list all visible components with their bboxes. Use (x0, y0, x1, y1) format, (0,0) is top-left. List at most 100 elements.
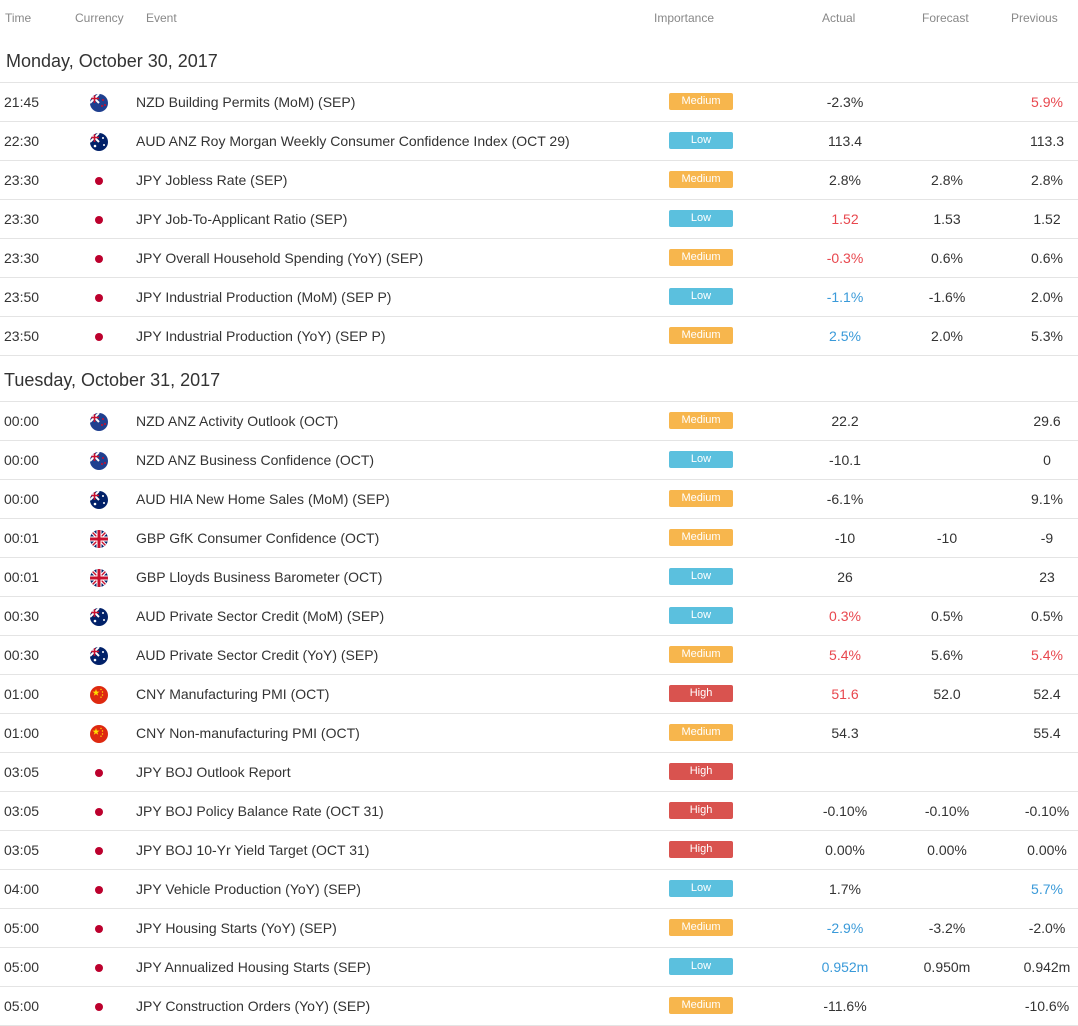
event-row[interactable]: 00:00 NZD ANZ Activity Outlook (OCT) Mediu… (0, 401, 1078, 441)
event-row[interactable]: 23:50 JPY Industrial Production (MoM) (SE… (0, 278, 1078, 317)
jpy-flag-icon (90, 172, 108, 190)
event-row[interactable]: 03:05 JPY BOJ 10-Yr Yield Target (OCT 31)… (0, 831, 1078, 870)
event-time: 23:30 (4, 211, 40, 227)
jpy-flag-icon (90, 842, 108, 860)
event-row[interactable]: 22:30 AUD ANZ Roy Morgan Weekly Consumer … (0, 122, 1078, 161)
event-row[interactable]: 04:00 JPY Vehicle Production (YoY) (SEP) L… (0, 870, 1078, 909)
jpy-flag-icon (90, 881, 108, 899)
cny-flag-icon (90, 686, 108, 704)
event-time: 03:05 (4, 842, 40, 858)
forecast-value: 2.8% (931, 172, 963, 188)
actual-value: 54.3 (831, 725, 859, 741)
importance-badge: Low (669, 880, 733, 897)
gbp-flag-icon (90, 530, 108, 548)
event-row[interactable]: 00:01 GBP Lloyds Business Barometer (OCT)… (0, 558, 1078, 597)
event-row[interactable]: 00:01 GBP GfK Consumer Confidence (OCT) Me… (0, 519, 1078, 558)
event-row[interactable]: 23:50 JPY Industrial Production (YoY) (SE… (0, 317, 1078, 356)
previous-value: 9.1% (1031, 491, 1063, 507)
event-row[interactable]: 05:00 JPY Housing Starts (YoY) (SEP) Mediu… (0, 909, 1078, 948)
actual-value: -2.9% (826, 920, 864, 936)
event-row[interactable]: 05:00 JPY Construction Orders (YoY) (SEP)… (0, 987, 1078, 1026)
importance-badge: High (669, 841, 733, 858)
previous-value: 5.9% (1031, 94, 1063, 110)
actual-value: 26 (837, 569, 853, 585)
event-row[interactable]: 23:30 JPY Overall Household Spending (YoY… (0, 239, 1078, 278)
forecast-value: 1.53 (933, 211, 961, 227)
event-row[interactable]: 03:05 JPY BOJ Policy Balance Rate (OCT 31… (0, 792, 1078, 831)
event-name: GBP GfK Consumer Confidence (OCT) (136, 530, 380, 546)
event-row[interactable]: 23:30 JPY Job-To-Applicant Ratio (SEP) Low… (0, 200, 1078, 239)
previous-value: 29.6 (1033, 413, 1061, 429)
aud-flag-icon (90, 647, 108, 665)
importance-badge: Medium (669, 171, 733, 188)
previous-value: 0.6% (1031, 250, 1063, 266)
actual-value: 22.2 (831, 413, 859, 429)
event-row[interactable]: 00:00 AUD HIA New Home Sales (MoM) (SEP) M… (0, 480, 1078, 519)
event-row[interactable]: 23:30 JPY Jobless Rate (SEP) Medium 2.8% 2.8… (0, 161, 1078, 200)
event-time: 00:00 (4, 452, 40, 468)
event-time: 23:50 (4, 289, 40, 305)
event-time: 00:00 (4, 491, 40, 507)
event-name: NZD ANZ Activity Outlook (OCT) (136, 413, 339, 429)
event-name: JPY Housing Starts (YoY) (SEP) (136, 920, 337, 936)
event-row[interactable]: 00:30 AUD Private Sector Credit (YoY) (SE… (0, 636, 1078, 675)
event-name: CNY Non-manufacturing PMI (OCT) (136, 725, 360, 741)
forecast-value: -1.6% (928, 289, 966, 305)
importance-badge: High (669, 685, 733, 702)
previous-value: -2.0% (1028, 920, 1066, 936)
importance-badge: High (669, 802, 733, 819)
column-header-importance: Importance (654, 11, 715, 25)
event-name: JPY BOJ Outlook Report (136, 764, 291, 780)
event-row[interactable]: 01:00 CNY Non-manufacturing PMI (OCT) Medi… (0, 714, 1078, 753)
jpy-flag-icon (90, 328, 108, 346)
aud-flag-icon (90, 491, 108, 509)
event-time: 23:30 (4, 250, 40, 266)
event-name: GBP Lloyds Business Barometer (OCT) (136, 569, 383, 585)
column-header-actual: Actual (822, 11, 856, 25)
column-header-currency: Currency (75, 11, 124, 25)
importance-badge: Medium (669, 646, 733, 663)
column-header-event: Event (146, 11, 177, 25)
jpy-flag-icon (90, 764, 108, 782)
actual-value: 5.4% (829, 647, 861, 663)
importance-badge: Medium (669, 919, 733, 936)
nzd-flag-icon (90, 452, 108, 470)
event-name: JPY Industrial Production (MoM) (SEP P) (136, 289, 392, 305)
event-row[interactable]: 00:00 NZD ANZ Business Confidence (OCT) Lo… (0, 441, 1078, 480)
event-time: 00:00 (4, 413, 40, 429)
aud-flag-icon (90, 608, 108, 626)
importance-badge: Medium (669, 529, 733, 546)
actual-value: -0.10% (822, 803, 868, 819)
column-header-forecast: Forecast (922, 11, 969, 25)
previous-value: -0.10% (1024, 803, 1070, 819)
event-row[interactable]: 00:30 AUD Private Sector Credit (MoM) (SE… (0, 597, 1078, 636)
event-name: JPY Industrial Production (YoY) (SEP P) (136, 328, 386, 344)
importance-badge: Medium (669, 490, 733, 507)
event-name: JPY Annualized Housing Starts (SEP) (136, 959, 371, 975)
forecast-value: -0.10% (924, 803, 970, 819)
previous-value: 55.4 (1033, 725, 1061, 741)
event-row[interactable]: 21:45 NZD Building Permits (MoM) (SEP) Med… (0, 82, 1078, 122)
event-time: 05:00 (4, 920, 40, 936)
event-row[interactable]: 01:00 CNY Manufacturing PMI (OCT) High 51.6… (0, 675, 1078, 714)
event-time: 23:30 (4, 172, 40, 188)
jpy-flag-icon (90, 211, 108, 229)
actual-value: -1.1% (826, 289, 864, 305)
day-heading: Tuesday, October 31, 2017 (4, 370, 221, 390)
event-row[interactable]: 05:00 JPY Annualized Housing Starts (SEP)… (0, 948, 1078, 987)
actual-value: 0.952m (821, 959, 869, 975)
event-name: JPY Overall Household Spending (YoY) (SE… (136, 250, 424, 266)
forecast-value: -10 (936, 530, 958, 546)
actual-value: 2.5% (829, 328, 861, 344)
event-name: JPY Construction Orders (YoY) (SEP) (136, 998, 371, 1014)
importance-badge: Medium (669, 724, 733, 741)
previous-value: 2.0% (1031, 289, 1063, 305)
previous-value: 0.5% (1031, 608, 1063, 624)
event-list-day-2: 00:00 NZD ANZ Activity Outlook (OCT) Mediu… (0, 401, 1078, 1026)
previous-value: 5.4% (1031, 647, 1063, 663)
forecast-value: -3.2% (928, 920, 966, 936)
actual-value: -10 (834, 530, 856, 546)
event-row[interactable]: 03:05 JPY BOJ Outlook Report High (0, 753, 1078, 792)
column-header-time: Time (5, 11, 32, 25)
jpy-flag-icon (90, 998, 108, 1016)
